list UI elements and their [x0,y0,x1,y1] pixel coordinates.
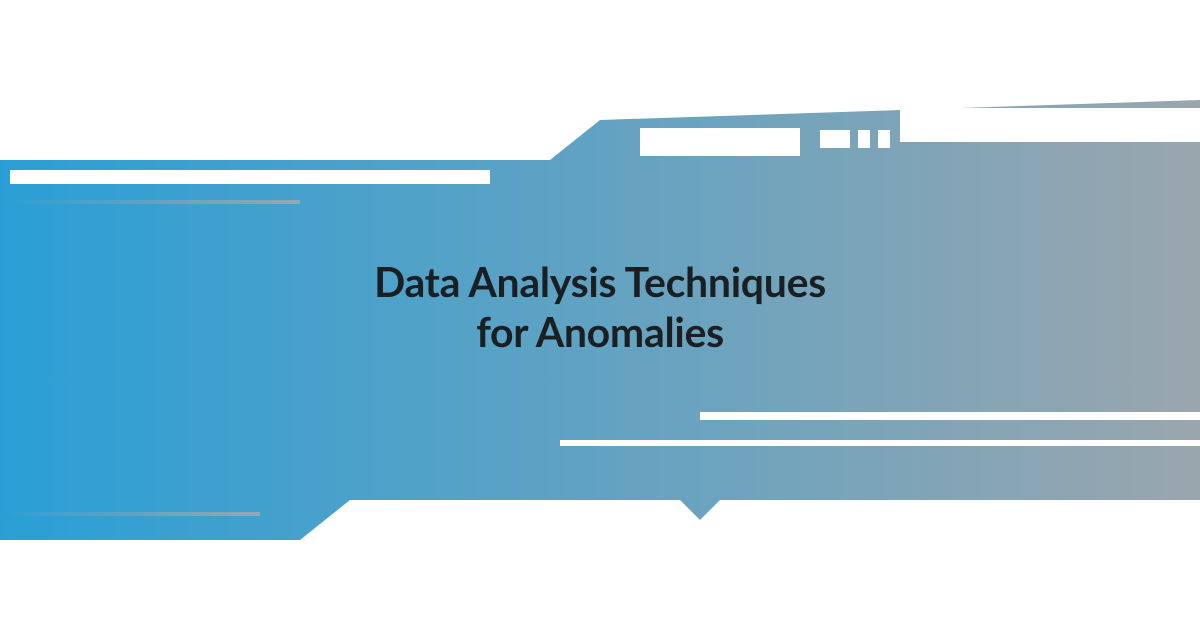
banner-canvas: Data Analysis Techniques for Anomalies [0,0,1200,630]
banner-title: Data Analysis Techniques for Anomalies [374,257,826,357]
title-line-1: Data Analysis Techniques [374,257,826,306]
title-line-2: for Anomalies [476,307,724,356]
